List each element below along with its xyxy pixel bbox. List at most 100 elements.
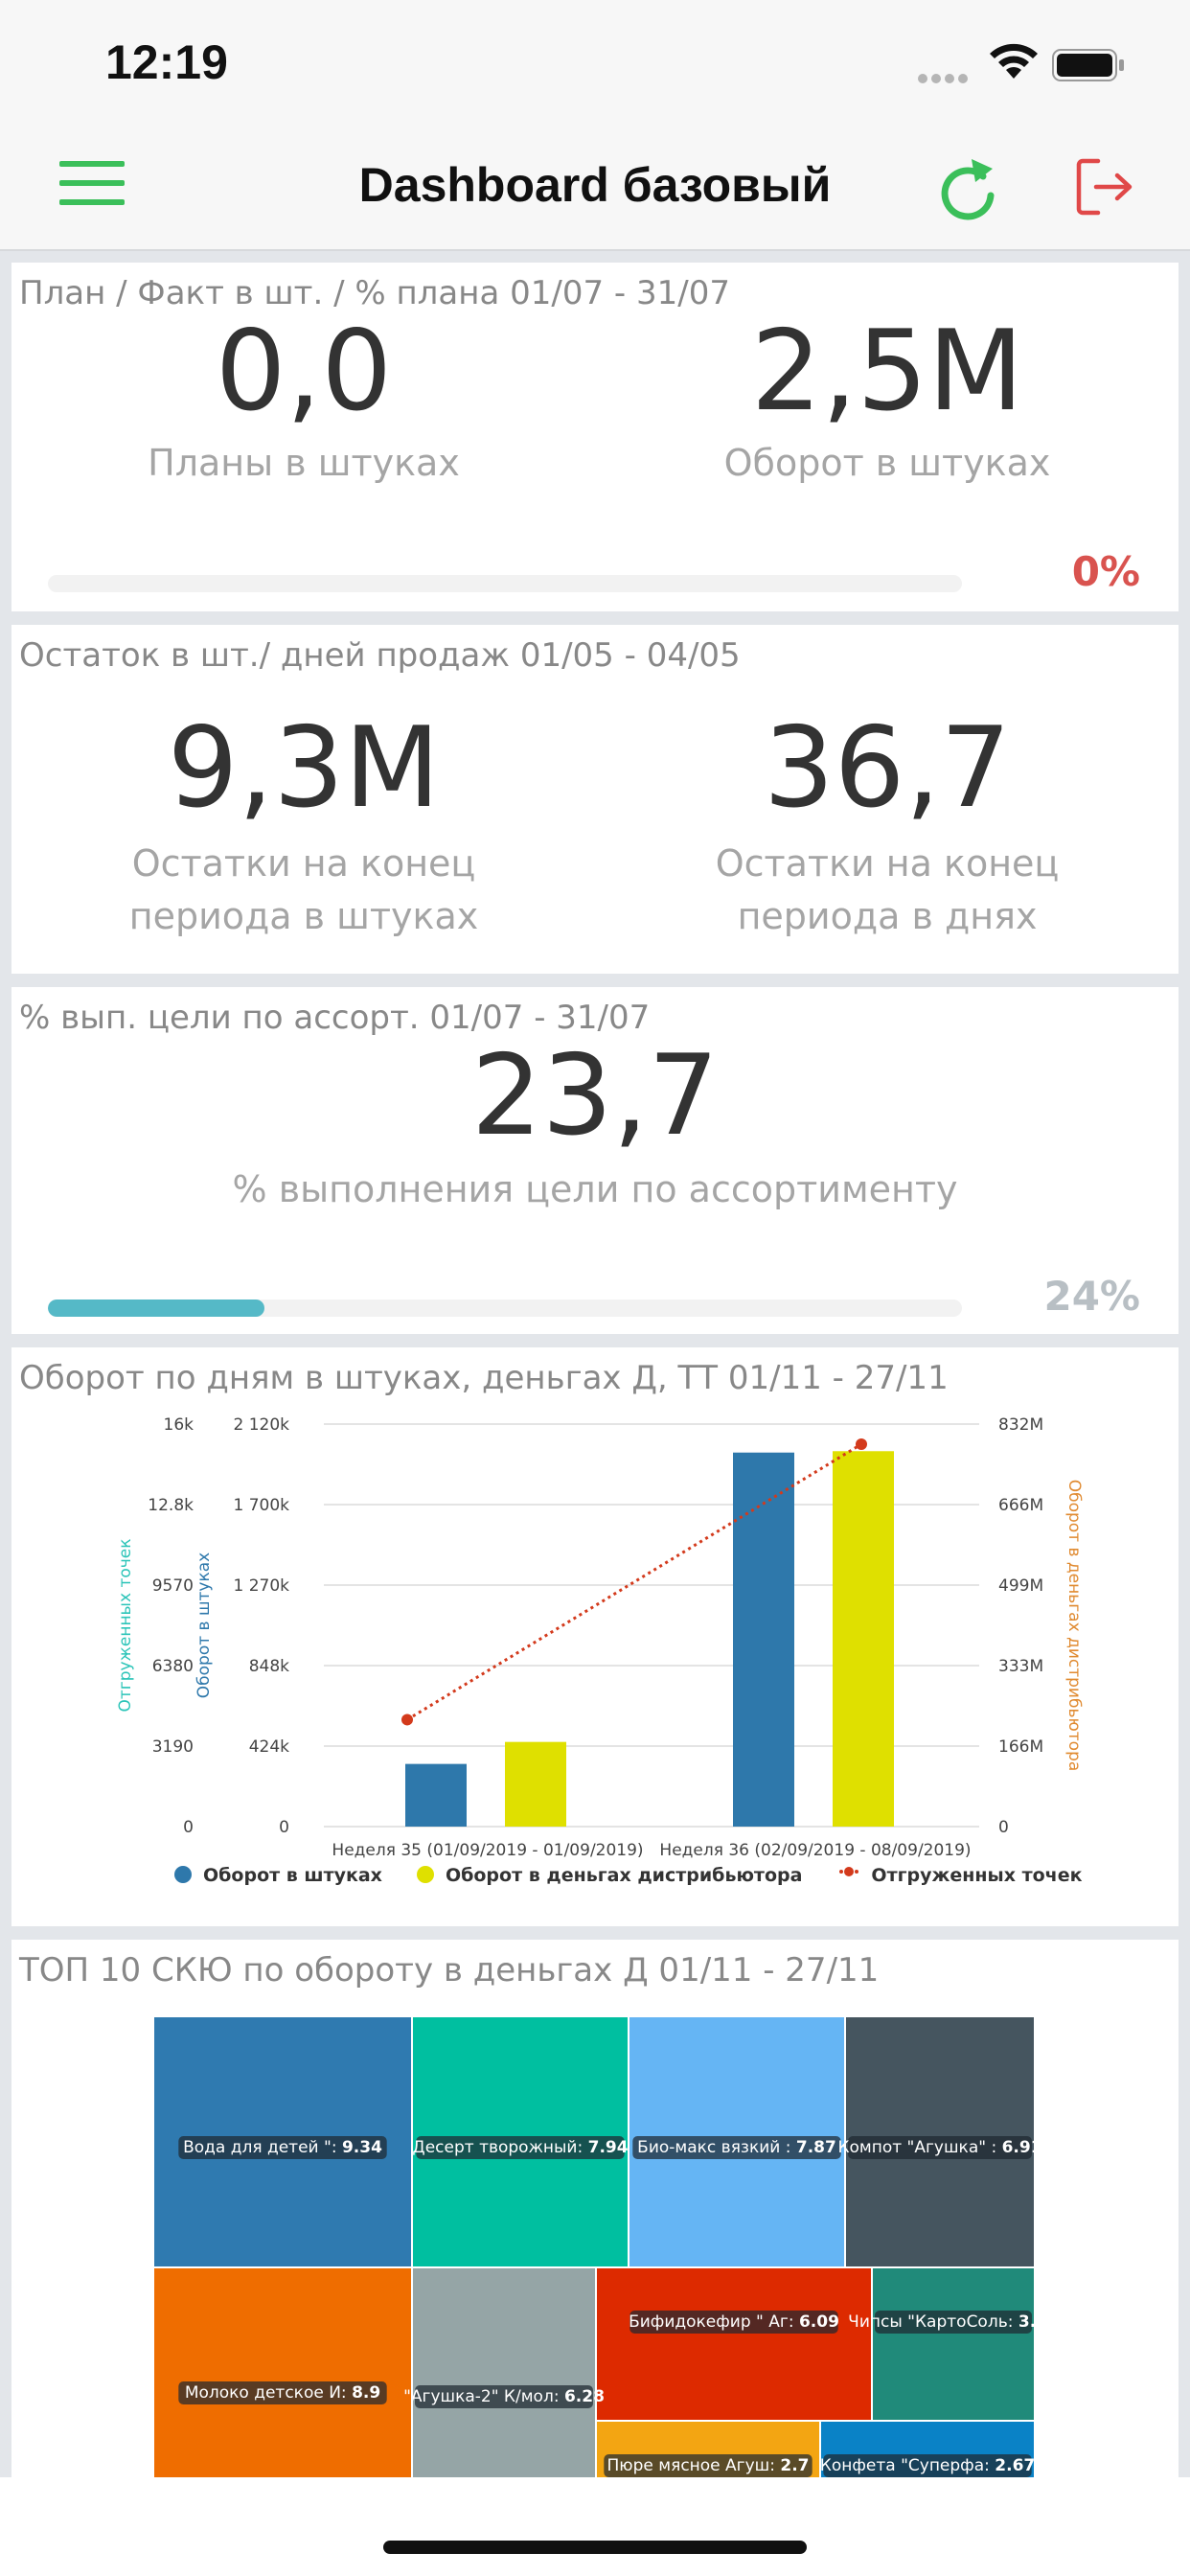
- tick-label-money: 166M: [998, 1737, 1043, 1757]
- menu-icon[interactable]: [59, 161, 125, 209]
- progress-bar: [48, 1300, 962, 1317]
- svg-text:Конфета "Суперфа: 2.67: Конфета "Суперфа: 2.67: [820, 2456, 1035, 2475]
- kpi-label-line2: периода в штуках: [128, 895, 479, 938]
- legend-label: Оборот в штуках: [203, 1865, 382, 1886]
- line-point[interactable]: [856, 1438, 867, 1450]
- tick-label-points: 16k: [164, 1415, 195, 1435]
- home-indicator[interactable]: [383, 2541, 807, 2554]
- top-bar: 12:19 Dashboard базовый: [0, 0, 1190, 251]
- treemap-item-name: Десерт творожный:: [412, 2138, 587, 2157]
- card-title: Остаток в шт./ дней продаж 01/05 - 04/05: [19, 636, 741, 675]
- bar-money[interactable]: [833, 1451, 894, 1827]
- tick-label-money: 333M: [998, 1657, 1043, 1676]
- svg-text:Молоко детское И: 8.9: Молоко детское И: 8.9: [185, 2383, 380, 2403]
- treemap-label-bg: [632, 2136, 841, 2159]
- kpi-label: Оборот в штуках: [723, 442, 1051, 484]
- treemap-label-bg: [848, 2136, 1032, 2159]
- treemap-item-name: Бифидокефир " Аг:: [629, 2312, 799, 2332]
- category-label: Неделя 35 (01/09/2019 - 01/09/2019): [332, 1841, 643, 1860]
- kpi-stock-units: 9,3M Остатки на конец периода в штуках: [11, 713, 596, 943]
- axis-title-points: Отгруженных точек: [116, 1538, 135, 1712]
- bar-units[interactable]: [405, 1763, 467, 1827]
- treemap-label: Десерт творожный: 7.94: [412, 2136, 629, 2159]
- legend-label: Оборот в деньгах дистрибьютора: [445, 1865, 803, 1886]
- treemap-chart: Вода для детей ": 9.34 Десерт творожный: …: [152, 2015, 1059, 2479]
- svg-text:Компот "Агушка" : 6.91: Компот "Агушка" : 6.91: [837, 2138, 1041, 2157]
- card-title: План / Факт в шт. / % плана 01/07 - 31/0…: [19, 274, 730, 312]
- card-title: Оборот по дням в штуках, деньгах Д, ТТ 0…: [19, 1359, 949, 1397]
- legend-item[interactable]: Отгруженных точек: [836, 1865, 1083, 1886]
- tick-label-points: 9570: [152, 1576, 194, 1596]
- treemap-label-bg: [416, 2136, 625, 2159]
- svg-text:Вода для детей ": 9.34: Вода для детей ": 9.34: [183, 2138, 382, 2157]
- tick-label-points: 0: [183, 1818, 194, 1837]
- tick-label-money: 666M: [998, 1496, 1043, 1515]
- kpi-value: 36,7: [763, 703, 1012, 833]
- category-label: Неделя 36 (02/09/2019 - 08/09/2019): [659, 1841, 971, 1860]
- kpi-stock-days: 36,7 Остатки на конец периода в днях: [596, 713, 1179, 943]
- treemap-label-bg: [629, 2311, 838, 2334]
- treemap-label: Чипсы "КартоСоль: 3.67: [848, 2311, 1059, 2334]
- bar-money[interactable]: [505, 1741, 566, 1827]
- treemap-item-value: 3.67: [1018, 2312, 1059, 2332]
- treemap-cell[interactable]: [595, 2266, 873, 2422]
- treemap-item-value: 2.7: [780, 2456, 809, 2475]
- home-indicator-area: [0, 2477, 1190, 2576]
- kpi-value: 2,5M: [750, 307, 1024, 436]
- legend-item[interactable]: Оборот в деньгах дистрибьютора: [416, 1865, 803, 1886]
- battery-icon: [1052, 49, 1124, 81]
- treemap-item-name: Вода для детей ":: [183, 2138, 342, 2157]
- kpi-value: 9,3M: [167, 703, 441, 833]
- treemap-label: Био-макс вязкий : 7.87: [632, 2136, 841, 2159]
- treemap-label-bg: [875, 2311, 1032, 2334]
- treemap-label-bg: [178, 2136, 387, 2159]
- treemap-item-value: 6.91: [1002, 2138, 1042, 2157]
- line-series-points: [406, 1442, 862, 1721]
- treemap-cell[interactable]: [871, 2266, 1036, 2422]
- svg-text:"Агушка-2" К/мол: 6.28: "Агушка-2" К/мол: 6.28: [403, 2387, 605, 2406]
- legend-item[interactable]: Оборот в штуках: [174, 1865, 382, 1886]
- tick-label-points: 12.8k: [148, 1496, 194, 1515]
- treemap-item-value: 6.28: [564, 2387, 605, 2406]
- combo-chart: 0 0 0 3190 424k 166M 6380 848k 333M 9570 1 270k 499…: [116, 1415, 1084, 1860]
- tick-label-money: 0: [998, 1818, 1009, 1837]
- svg-text:Пюре мясное Агуш: 2.7: Пюре мясное Агуш: 2.7: [607, 2456, 810, 2475]
- cellular-signal-icon: [918, 69, 972, 87]
- treemap-item-name: Чипсы "КартоСоль:: [848, 2312, 1018, 2332]
- chart-legend: Оборот в штуках Оборот в деньгах дистрибь…: [174, 1865, 1117, 1886]
- legend-label: Отгруженных точек: [871, 1865, 1083, 1886]
- line-point[interactable]: [401, 1714, 413, 1726]
- refresh-icon[interactable]: [937, 153, 1000, 220]
- assortment-goal-card[interactable]: % вып. цели по ассорт. 01/07 - 31/07 23,…: [11, 987, 1179, 1334]
- treemap-cell[interactable]: [411, 2266, 597, 2479]
- logout-icon[interactable]: [1075, 157, 1134, 217]
- treemap-label: "Агушка-2" К/мол: 6.28: [403, 2385, 605, 2408]
- progress-bar: [48, 575, 962, 592]
- treemap-item-name: "Агушка-2" К/мол:: [403, 2387, 564, 2406]
- treemap-item-value: 7.94: [588, 2138, 629, 2157]
- tick-label-points: 3190: [152, 1737, 194, 1757]
- treemap-item-name: Био-макс вязкий :: [637, 2138, 796, 2157]
- svg-text:Десерт творожный: 7.94: Десерт творожный: 7.94: [412, 2138, 628, 2157]
- turnover-chart-card[interactable]: Оборот по дням в штуках, деньгах Д, ТТ 0…: [11, 1347, 1179, 1926]
- wifi-icon: [990, 43, 1038, 79]
- treemap-cell[interactable]: [152, 2266, 413, 2479]
- treemap-label-bg: [415, 2385, 593, 2408]
- treemap-label: Компот "Агушка" : 6.91: [837, 2136, 1042, 2159]
- top10-sku-card[interactable]: ТОП 10 СКЮ по обороту в деньгах Д 01/11 …: [11, 1940, 1179, 2496]
- stock-card[interactable]: Остаток в шт./ дней продаж 01/05 - 04/05…: [11, 625, 1179, 974]
- tick-label-money: 832M: [998, 1415, 1043, 1435]
- kpi-label-line2: периода в днях: [737, 895, 1038, 938]
- treemap-item-value: 9.34: [342, 2138, 382, 2157]
- tick-label-money: 499M: [998, 1576, 1043, 1596]
- treemap-item-value: 8.9: [352, 2383, 380, 2403]
- treemap-item-value: 2.67: [995, 2456, 1035, 2475]
- legend-marker: [416, 1866, 434, 1883]
- bar-units[interactable]: [733, 1452, 794, 1827]
- kpi-plans: 0,0 Планы в штуках: [11, 316, 596, 490]
- kpi-label: Планы в штуках: [148, 442, 460, 484]
- plan-fact-card[interactable]: План / Факт в шт. / % плана 01/07 - 31/0…: [11, 263, 1179, 611]
- treemap-label: Бифидокефир " Аг: 6.09: [629, 2311, 839, 2334]
- tick-label-units: 424k: [249, 1737, 289, 1757]
- axis-title-units: Оборот в штуках: [195, 1552, 214, 1698]
